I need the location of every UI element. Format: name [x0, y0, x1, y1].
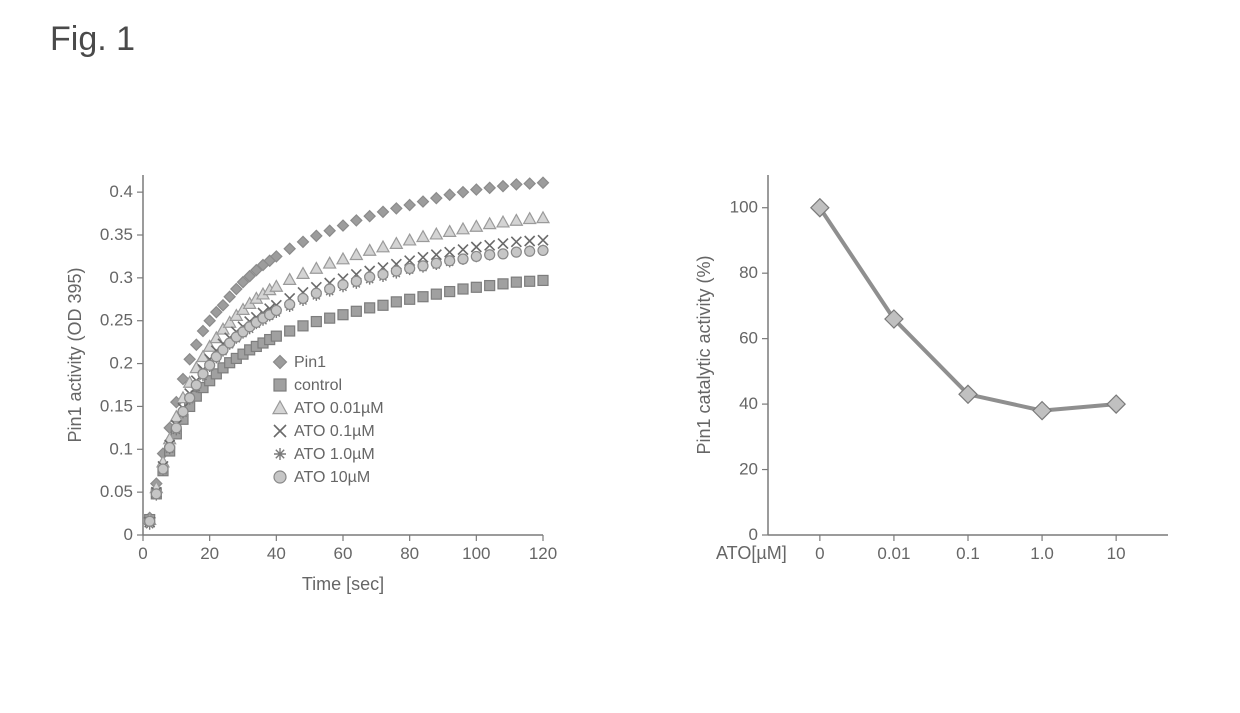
- svg-text:60: 60: [739, 329, 758, 348]
- svg-text:0.2: 0.2: [109, 354, 133, 373]
- left-chart-panel: 0 0.05 0.1 0.15 0.2 0.25 0.3 0.35 0.4 0 20 40 60 80 10…: [55, 155, 575, 615]
- svg-text:Time [sec]: Time [sec]: [302, 574, 384, 594]
- svg-text:20: 20: [200, 544, 219, 563]
- svg-text:Pin1 catalytic activity (%): Pin1 catalytic activity (%): [694, 255, 714, 454]
- svg-text:60: 60: [334, 544, 353, 563]
- svg-text:ATO 1.0µM: ATO 1.0µM: [294, 446, 375, 463]
- svg-text:100: 100: [462, 544, 490, 563]
- figure-title: Fig. 1: [50, 20, 135, 59]
- svg-text:0: 0: [749, 525, 758, 544]
- svg-text:40: 40: [267, 544, 286, 563]
- svg-text:ATO 10µM: ATO 10µM: [294, 469, 370, 486]
- svg-text:80: 80: [739, 263, 758, 282]
- svg-text:0.1: 0.1: [956, 544, 980, 563]
- svg-text:0: 0: [138, 544, 147, 563]
- svg-text:0.01: 0.01: [877, 544, 910, 563]
- svg-text:1.0: 1.0: [1030, 544, 1054, 563]
- svg-text:ATO 0.1µM: ATO 0.1µM: [294, 423, 375, 440]
- svg-text:ATO[µM]: ATO[µM]: [716, 543, 787, 563]
- svg-text:Pin1 activity (OD 395): Pin1 activity (OD 395): [65, 267, 85, 442]
- right-chart-svg: 0 20 40 60 80 100 0 0.01 0.1 1.0 10 ATO[µM] Pin1 cat…: [680, 155, 1200, 615]
- svg-text:0.4: 0.4: [109, 182, 133, 201]
- svg-text:0.1: 0.1: [109, 439, 133, 458]
- svg-text:0.25: 0.25: [100, 311, 133, 330]
- svg-text:Pin1: Pin1: [294, 354, 326, 371]
- svg-text:0.05: 0.05: [100, 482, 133, 501]
- svg-text:0.15: 0.15: [100, 396, 133, 415]
- svg-text:control: control: [294, 377, 342, 394]
- left-chart-svg: 0 0.05 0.1 0.15 0.2 0.25 0.3 0.35 0.4 0 20 40 60 80 10…: [55, 155, 575, 615]
- svg-text:40: 40: [739, 394, 758, 413]
- svg-text:10: 10: [1107, 544, 1126, 563]
- svg-text:120: 120: [529, 544, 557, 563]
- right-chart-panel: 0 20 40 60 80 100 0 0.01 0.1 1.0 10 ATO[µM] Pin1 cat…: [680, 155, 1200, 615]
- svg-text:80: 80: [400, 544, 419, 563]
- svg-text:ATO 0.01µM: ATO 0.01µM: [294, 400, 384, 417]
- svg-text:100: 100: [730, 198, 758, 217]
- svg-text:0.3: 0.3: [109, 268, 133, 287]
- svg-text:20: 20: [739, 460, 758, 479]
- svg-text:0: 0: [815, 544, 824, 563]
- svg-text:0: 0: [124, 525, 133, 544]
- svg-text:0.35: 0.35: [100, 225, 133, 244]
